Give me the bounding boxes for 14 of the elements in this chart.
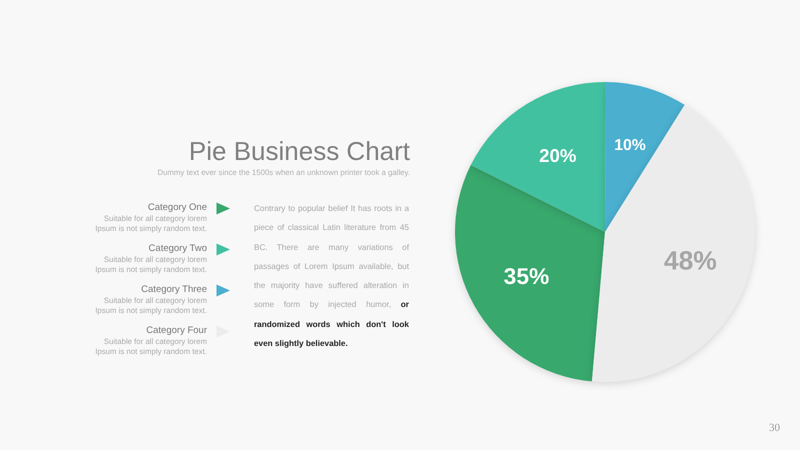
pie-slice [455, 165, 605, 382]
data-label: 10% [614, 137, 646, 154]
legend-label: Category Four [146, 325, 207, 336]
legend-label: Category One [148, 202, 207, 213]
data-label: 20% [539, 144, 577, 166]
data-label: 35% [504, 262, 550, 289]
legend-label: Category Two [148, 243, 207, 254]
pie-slice [592, 104, 755, 382]
data-label: 48% [664, 246, 717, 276]
pie-slice [605, 82, 685, 232]
text: Pie Business Chart [188, 136, 410, 166]
pie-slice [470, 82, 606, 232]
text: 30 [769, 422, 780, 434]
legend-label: Category Three [141, 284, 207, 295]
